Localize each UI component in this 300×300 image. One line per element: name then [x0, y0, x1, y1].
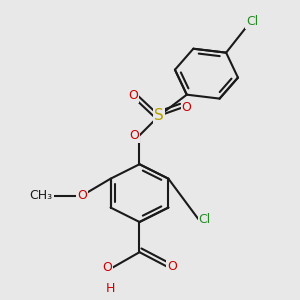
Text: O: O [182, 101, 191, 114]
Text: Cl: Cl [246, 15, 258, 28]
Text: O: O [130, 129, 140, 142]
Text: Cl: Cl [199, 213, 211, 226]
Text: H: H [106, 282, 115, 296]
Text: O: O [77, 189, 87, 202]
Text: O: O [128, 89, 138, 103]
Text: O: O [167, 260, 177, 273]
Text: S: S [154, 108, 164, 123]
Text: O: O [102, 261, 112, 274]
Text: CH₃: CH₃ [30, 189, 53, 202]
